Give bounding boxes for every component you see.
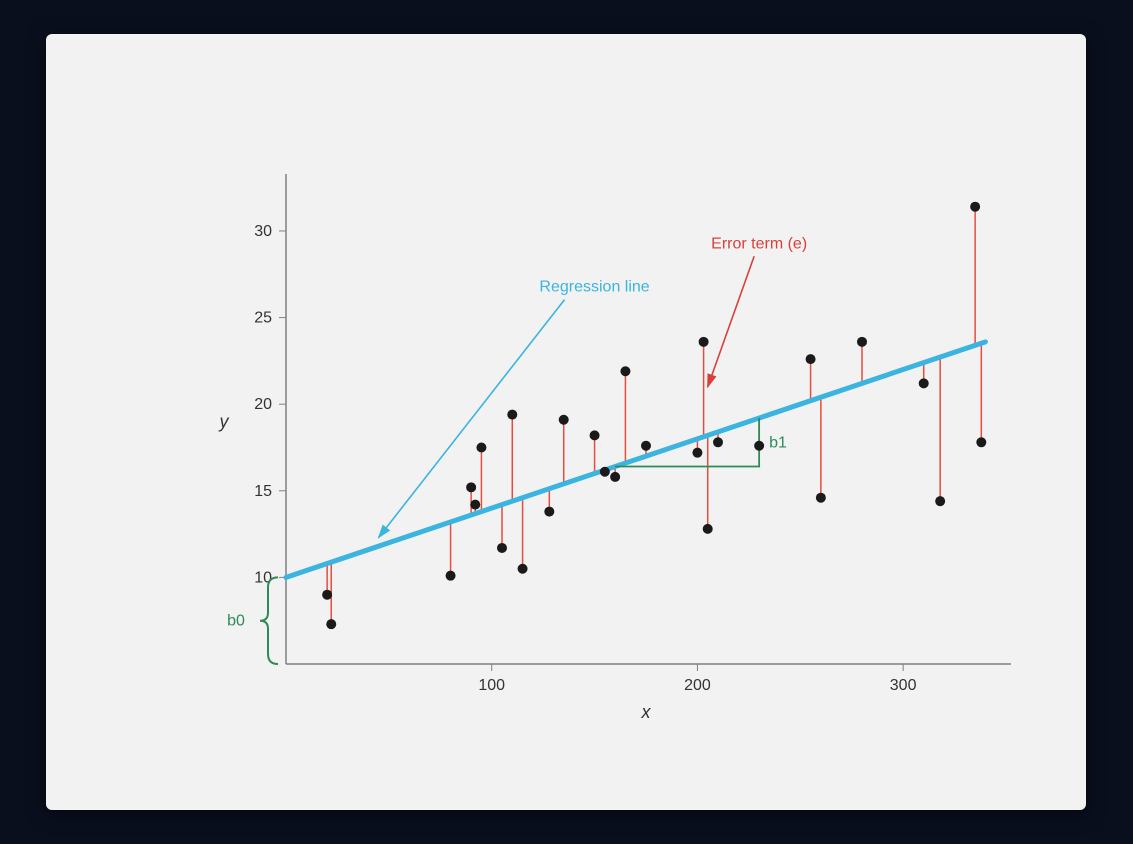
data-point xyxy=(322,590,332,600)
y-tick-label: 25 xyxy=(254,310,272,327)
data-point xyxy=(692,448,702,458)
data-point xyxy=(713,437,723,447)
data-point xyxy=(754,441,764,451)
regression-line-label: Regression line xyxy=(539,279,649,296)
x-tick-label: 200 xyxy=(684,677,711,694)
data-point xyxy=(544,507,554,517)
data-point xyxy=(466,482,476,492)
data-point xyxy=(507,410,517,420)
data-point xyxy=(919,378,929,388)
y-tick-label: 15 xyxy=(254,483,272,500)
regression-line xyxy=(286,342,985,578)
data-point xyxy=(476,442,486,452)
data-point xyxy=(497,543,507,553)
y-tick-label: 30 xyxy=(254,223,272,240)
x-tick-label: 100 xyxy=(478,677,505,694)
data-point xyxy=(620,366,630,376)
x-axis-title: x xyxy=(641,702,652,722)
b1-label: b1 xyxy=(769,434,787,451)
data-point xyxy=(600,467,610,477)
data-point xyxy=(857,337,867,347)
data-point xyxy=(976,437,986,447)
data-point xyxy=(326,619,336,629)
data-point xyxy=(518,564,528,574)
data-point xyxy=(703,524,713,534)
data-point xyxy=(610,472,620,482)
error-term-label: Error term (e) xyxy=(711,235,807,252)
data-point xyxy=(641,441,651,451)
data-point xyxy=(816,493,826,503)
data-point xyxy=(806,354,816,364)
error-term-arrow xyxy=(708,256,754,387)
chart-card: 1002003001015202530xyb1Regression lineEr… xyxy=(46,34,1086,810)
y-axis-title: y xyxy=(218,412,230,432)
data-point xyxy=(935,496,945,506)
x-tick-label: 300 xyxy=(890,677,917,694)
data-point xyxy=(970,202,980,212)
y-tick-label: 20 xyxy=(254,396,272,413)
data-point xyxy=(559,415,569,425)
b0-brace xyxy=(260,577,278,664)
data-point xyxy=(699,337,709,347)
data-point xyxy=(590,430,600,440)
regression-chart: 1002003001015202530xyb1Regression lineEr… xyxy=(46,34,1086,810)
data-point xyxy=(446,571,456,581)
data-point xyxy=(470,500,480,510)
b0-label: b0 xyxy=(227,613,245,630)
